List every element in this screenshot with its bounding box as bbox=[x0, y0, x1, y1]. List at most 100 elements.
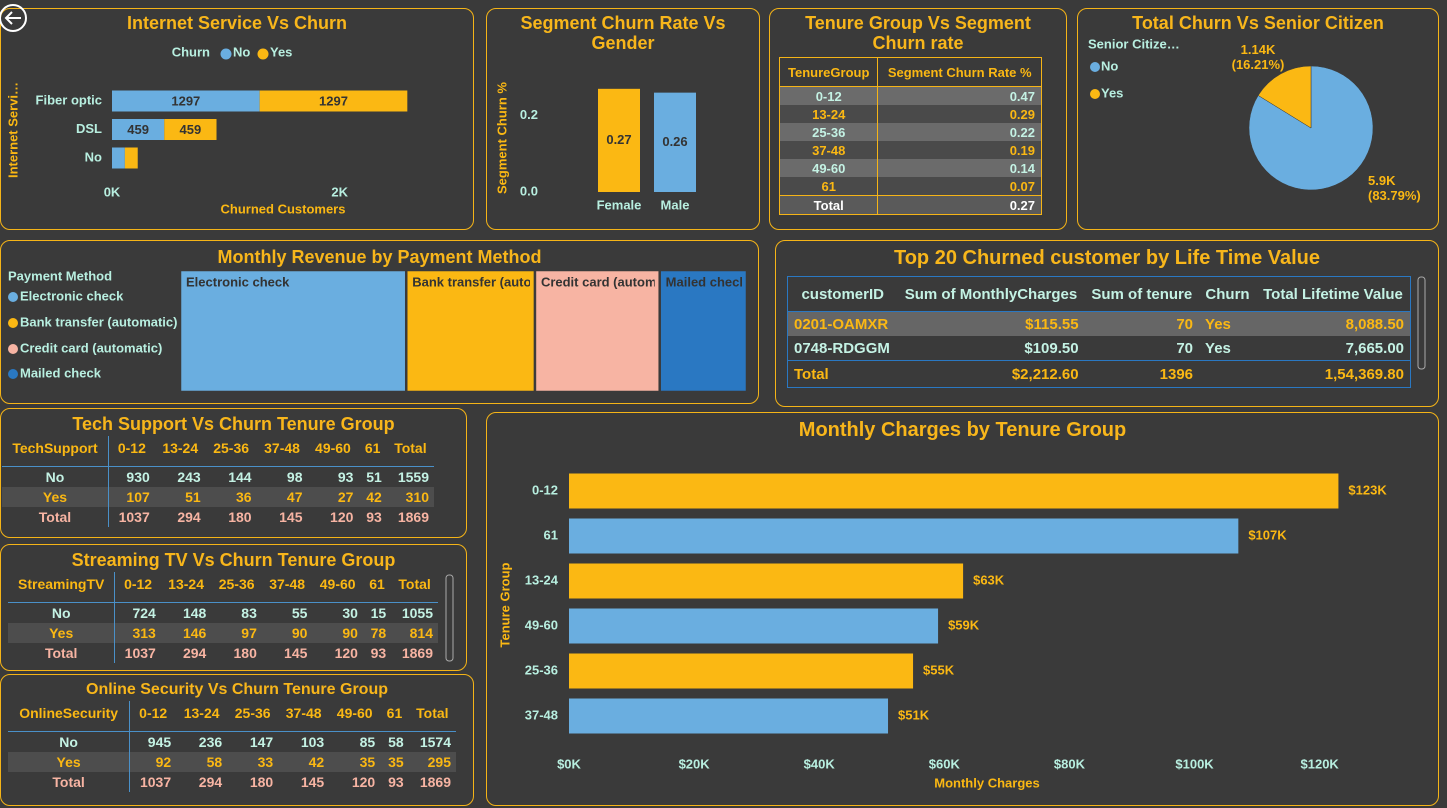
column-header: 37-48 bbox=[261, 572, 313, 603]
table-cell: 58 bbox=[388, 734, 404, 750]
table-cell: 243 bbox=[177, 469, 201, 485]
column-header: Total bbox=[386, 436, 434, 467]
panel: Internet Service Vs Churn bbox=[0, 8, 474, 230]
bar-segment bbox=[112, 147, 125, 169]
table-cell: 85 bbox=[359, 734, 376, 750]
table-row: 25-36 0.22 bbox=[779, 123, 1042, 141]
table-cell: 25-36 bbox=[779, 123, 879, 141]
table-cell: 15 bbox=[370, 605, 387, 621]
header-row: TechSupport 0-12 13-24 25-36 37-48 49-60 61 Tot… bbox=[2, 436, 434, 467]
table-cell: 1869 bbox=[419, 774, 451, 790]
table-cell: 146 bbox=[160, 623, 212, 643]
y-tick-label: 0-12 bbox=[532, 482, 558, 497]
column-header: 13-24 bbox=[160, 572, 212, 603]
legend-label: Mailed check bbox=[20, 365, 102, 380]
legend-marker bbox=[8, 292, 18, 302]
table-cell: 814 bbox=[391, 623, 438, 643]
table-cell: Yes bbox=[8, 752, 131, 772]
table-cell: 180 bbox=[249, 774, 274, 790]
legend-marker bbox=[220, 48, 232, 60]
legend-title: Churn bbox=[172, 44, 210, 59]
table-cell: Total bbox=[2, 507, 109, 527]
x-tick-label: $120K bbox=[1301, 756, 1340, 771]
column-header: Total bbox=[391, 572, 438, 603]
column-header: 61 bbox=[358, 436, 387, 467]
panel: Streaming TV Vs Churn Tenure Group bbox=[0, 544, 467, 671]
legend-label: Yes bbox=[1101, 85, 1123, 100]
header-row: customerID Sum of MonthlyCharges Sum of te… bbox=[787, 276, 1411, 312]
column-header: 0-12 bbox=[114, 572, 161, 603]
data-label: 1.14K (16.21%) bbox=[1232, 42, 1285, 72]
legend-label: Credit card (automatic) bbox=[20, 340, 162, 355]
table-cell: 30 bbox=[342, 605, 358, 621]
panel: Tech Support Vs Churn Tenure Group bbox=[0, 408, 467, 538]
legend-marker bbox=[1090, 62, 1100, 72]
panel: Top 20 Churned customer by Life Time Val… bbox=[775, 240, 1439, 407]
data-label: 459 bbox=[127, 122, 149, 137]
y-tick-label: 0.0 bbox=[520, 183, 538, 198]
table-row: No 930 243 144 98 93 51 1559 bbox=[2, 466, 434, 487]
table-cell: 92 bbox=[129, 752, 177, 772]
bar bbox=[569, 473, 1339, 509]
table-row: Yes 107 51 36 47 27 42 310 bbox=[2, 487, 434, 507]
panel-title: Top 20 Churned customer by Life Time Val… bbox=[893, 247, 1321, 269]
table-cell: 97 bbox=[211, 623, 262, 643]
y-tick-label: 0.2 bbox=[520, 107, 538, 122]
table-row: 13-24 0.29 bbox=[779, 105, 1042, 123]
table-cell: 180 bbox=[233, 645, 257, 661]
table-cell: 51 bbox=[154, 487, 206, 507]
table-cell: 145 bbox=[300, 774, 325, 790]
treemap-tile bbox=[406, 270, 535, 392]
legend-title: Payment Method bbox=[8, 268, 112, 283]
panel: Total Churn Vs Senior Citizen bbox=[1077, 8, 1439, 230]
table-cell: 58 bbox=[176, 752, 228, 772]
legend-marker bbox=[8, 318, 18, 328]
table-cell: $2,212.60 bbox=[897, 360, 1085, 388]
bar-segment bbox=[164, 119, 217, 140]
table-cell: 295 bbox=[408, 752, 456, 772]
bar bbox=[569, 563, 964, 599]
table-row: No 724 148 83 55 30 15 1055 bbox=[8, 602, 438, 623]
treemap-tile bbox=[660, 270, 747, 392]
column-header: TechSupport bbox=[2, 436, 109, 467]
table-cell: 90 bbox=[261, 623, 313, 643]
table: customerID Sum of MonthlyCharges Sum of te… bbox=[787, 276, 1411, 388]
table-cell: 49-60 bbox=[779, 159, 879, 177]
table-cell: 147 bbox=[249, 734, 274, 750]
panel-title: Internet Service Vs Churn bbox=[126, 13, 348, 33]
table-cell: 945 bbox=[147, 734, 172, 750]
table-cell: 78 bbox=[362, 623, 392, 643]
data-label: $51K bbox=[898, 707, 930, 722]
x-tick-label: 0K bbox=[104, 184, 121, 199]
panel-title: Monthly Revenue by Payment Method bbox=[217, 247, 542, 267]
table-cell: Yes bbox=[1205, 339, 1231, 357]
panel-title: Tech Support Vs Churn Tenure Group bbox=[72, 414, 395, 434]
table-cell: 27 bbox=[307, 487, 359, 507]
legend-label: Electronic check bbox=[20, 288, 124, 303]
table-cell: 294 bbox=[182, 645, 207, 661]
table-row: 37-48 0.19 bbox=[779, 141, 1042, 159]
bar-segment bbox=[259, 90, 408, 112]
back-button[interactable] bbox=[0, 4, 27, 32]
column-header: Churn bbox=[1199, 276, 1256, 312]
tile-label: Electronic check bbox=[186, 274, 290, 289]
table-cell: 7,665.00 bbox=[1345, 339, 1404, 357]
table-cell: 1,54,369.80 bbox=[1256, 360, 1411, 388]
x-tick-label: $40K bbox=[804, 756, 836, 771]
panel: Segment Churn Rate Vs Gender bbox=[486, 8, 760, 230]
panel: Monthly Charges by Tenure Group bbox=[486, 412, 1439, 806]
table-cell: 0.27 bbox=[877, 195, 1042, 215]
table-cell: Yes bbox=[2, 487, 109, 507]
scrollbar[interactable] bbox=[445, 574, 454, 662]
scrollbar[interactable] bbox=[1417, 276, 1426, 370]
y-tick-label: Fiber optic bbox=[36, 92, 102, 107]
column-header: StreamingTV bbox=[8, 572, 116, 603]
table-cell: 144 bbox=[228, 469, 252, 485]
y-axis-title: Internet Servi… bbox=[5, 82, 20, 178]
table-row: Total 1037 294 180 145 120 93 1869 bbox=[8, 772, 456, 792]
table-cell: No bbox=[2, 466, 109, 487]
table-cell: 1037 bbox=[139, 774, 172, 790]
table-cell: 93 bbox=[366, 509, 382, 525]
